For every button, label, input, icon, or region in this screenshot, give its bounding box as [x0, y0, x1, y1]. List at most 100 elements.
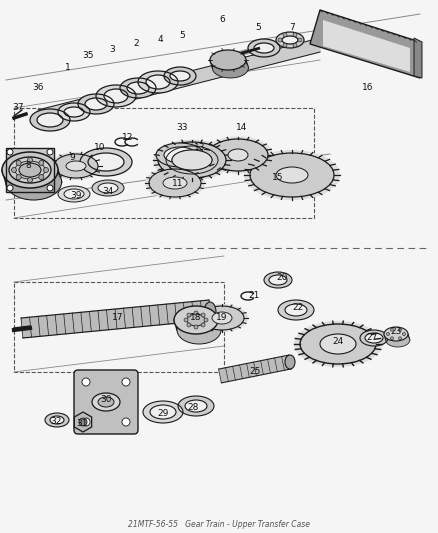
- Circle shape: [122, 378, 130, 386]
- Text: 4: 4: [157, 36, 163, 44]
- Text: 17: 17: [112, 313, 124, 322]
- Ellipse shape: [30, 109, 70, 131]
- Ellipse shape: [6, 164, 62, 200]
- Ellipse shape: [163, 177, 187, 189]
- Circle shape: [399, 328, 402, 331]
- Bar: [6, 148, 54, 192]
- Text: 16: 16: [362, 84, 374, 93]
- Text: 13: 13: [194, 143, 206, 152]
- Ellipse shape: [248, 39, 280, 57]
- Text: 23: 23: [390, 327, 402, 336]
- Text: 32: 32: [50, 417, 62, 426]
- Ellipse shape: [153, 140, 231, 181]
- Text: 11: 11: [172, 180, 184, 189]
- Ellipse shape: [54, 154, 98, 178]
- Polygon shape: [219, 355, 291, 383]
- Ellipse shape: [285, 304, 307, 316]
- Ellipse shape: [92, 393, 120, 411]
- Ellipse shape: [210, 50, 246, 70]
- Ellipse shape: [212, 58, 248, 78]
- Circle shape: [293, 43, 297, 47]
- Ellipse shape: [88, 153, 124, 171]
- Circle shape: [7, 185, 13, 191]
- Text: 37: 37: [12, 103, 24, 112]
- Ellipse shape: [164, 147, 196, 163]
- Text: 21: 21: [248, 292, 260, 301]
- Ellipse shape: [98, 183, 118, 193]
- Ellipse shape: [150, 405, 176, 419]
- Ellipse shape: [360, 330, 388, 346]
- Polygon shape: [38, 38, 320, 124]
- Ellipse shape: [2, 152, 58, 188]
- Ellipse shape: [203, 136, 273, 174]
- Ellipse shape: [170, 71, 190, 81]
- Text: 31: 31: [76, 419, 88, 429]
- Ellipse shape: [276, 32, 304, 48]
- Circle shape: [399, 337, 402, 340]
- Circle shape: [204, 318, 208, 322]
- Ellipse shape: [208, 139, 268, 171]
- Ellipse shape: [200, 306, 244, 330]
- Circle shape: [194, 325, 198, 329]
- Ellipse shape: [177, 316, 221, 344]
- Text: 29: 29: [157, 409, 169, 418]
- Ellipse shape: [104, 89, 128, 103]
- Text: 5: 5: [255, 23, 261, 33]
- Ellipse shape: [384, 327, 408, 341]
- Text: 10: 10: [94, 143, 106, 152]
- Ellipse shape: [386, 333, 410, 347]
- Ellipse shape: [172, 150, 212, 170]
- Circle shape: [283, 43, 287, 47]
- Polygon shape: [21, 300, 211, 338]
- Ellipse shape: [19, 163, 41, 177]
- Ellipse shape: [127, 82, 149, 94]
- Circle shape: [391, 328, 393, 331]
- Ellipse shape: [92, 180, 124, 196]
- Text: 9: 9: [69, 154, 75, 163]
- Ellipse shape: [146, 75, 170, 89]
- Text: 19: 19: [216, 313, 228, 322]
- Ellipse shape: [158, 142, 226, 178]
- Text: 14: 14: [237, 124, 247, 133]
- Ellipse shape: [196, 304, 248, 332]
- Text: 33: 33: [176, 124, 188, 133]
- Polygon shape: [414, 38, 422, 78]
- Text: 3: 3: [109, 45, 115, 54]
- Circle shape: [39, 160, 44, 165]
- Circle shape: [28, 157, 32, 163]
- Circle shape: [278, 38, 282, 42]
- Circle shape: [82, 418, 90, 426]
- Circle shape: [7, 149, 13, 155]
- Ellipse shape: [174, 306, 218, 334]
- Ellipse shape: [166, 146, 218, 174]
- Ellipse shape: [50, 152, 102, 180]
- Ellipse shape: [66, 161, 86, 171]
- Circle shape: [283, 33, 287, 37]
- Ellipse shape: [149, 169, 201, 197]
- Text: 34: 34: [102, 188, 114, 197]
- Text: 6: 6: [219, 15, 225, 25]
- Ellipse shape: [282, 36, 298, 44]
- Text: 22: 22: [293, 303, 304, 312]
- Text: 28: 28: [187, 403, 199, 413]
- Polygon shape: [310, 10, 420, 78]
- Text: 1: 1: [65, 63, 71, 72]
- Ellipse shape: [58, 186, 90, 202]
- Circle shape: [184, 318, 188, 322]
- Ellipse shape: [143, 401, 183, 423]
- Ellipse shape: [145, 167, 205, 199]
- Text: 35: 35: [82, 52, 94, 61]
- Circle shape: [16, 160, 21, 165]
- Circle shape: [47, 149, 53, 155]
- Ellipse shape: [37, 113, 63, 127]
- Circle shape: [201, 313, 205, 317]
- Polygon shape: [323, 20, 410, 72]
- Circle shape: [293, 33, 297, 37]
- Circle shape: [386, 333, 389, 335]
- Ellipse shape: [285, 355, 295, 369]
- Ellipse shape: [365, 333, 383, 343]
- Polygon shape: [74, 412, 92, 432]
- Ellipse shape: [78, 94, 114, 114]
- Text: 30: 30: [100, 395, 112, 405]
- Ellipse shape: [264, 272, 292, 288]
